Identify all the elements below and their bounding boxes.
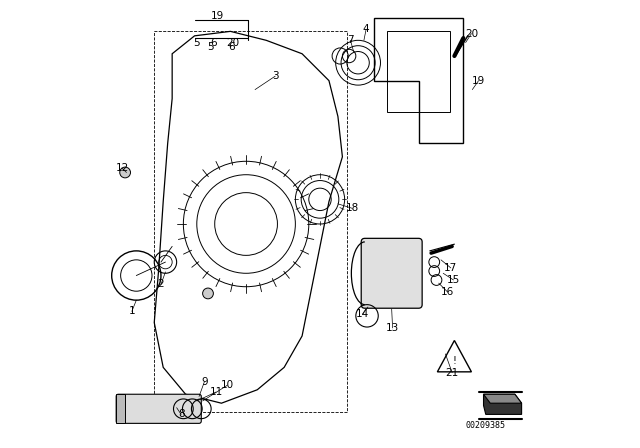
Text: 13: 13 bbox=[386, 323, 399, 333]
Text: 10: 10 bbox=[221, 380, 234, 390]
Polygon shape bbox=[484, 394, 522, 414]
Text: 21: 21 bbox=[445, 368, 459, 378]
Text: !: ! bbox=[452, 356, 456, 366]
Text: 11: 11 bbox=[209, 387, 223, 397]
FancyBboxPatch shape bbox=[116, 394, 202, 423]
Text: 17: 17 bbox=[444, 263, 458, 273]
Text: 7: 7 bbox=[347, 35, 354, 45]
Circle shape bbox=[203, 288, 213, 299]
Bar bbox=[116, 394, 125, 423]
Text: 6: 6 bbox=[210, 38, 217, 47]
Text: 00209385: 00209385 bbox=[466, 421, 506, 430]
Text: 9: 9 bbox=[201, 377, 208, 387]
Text: 15: 15 bbox=[447, 275, 460, 285]
Text: 8: 8 bbox=[178, 409, 184, 419]
Text: 20: 20 bbox=[226, 38, 239, 47]
Text: 19: 19 bbox=[211, 11, 223, 21]
Text: 5: 5 bbox=[207, 42, 214, 52]
FancyBboxPatch shape bbox=[361, 238, 422, 308]
Text: 14: 14 bbox=[356, 310, 369, 319]
Polygon shape bbox=[484, 394, 522, 403]
Text: 5: 5 bbox=[193, 38, 200, 47]
Text: 12: 12 bbox=[115, 163, 129, 173]
Text: 6: 6 bbox=[228, 42, 235, 52]
Text: 4: 4 bbox=[363, 24, 369, 34]
Text: 19: 19 bbox=[472, 76, 485, 86]
Text: 3: 3 bbox=[272, 71, 278, 81]
Text: 1: 1 bbox=[129, 306, 135, 316]
Circle shape bbox=[120, 167, 131, 178]
Text: 2: 2 bbox=[157, 280, 164, 289]
Text: 18: 18 bbox=[346, 203, 359, 213]
Text: 16: 16 bbox=[441, 287, 454, 297]
Bar bbox=[387, 31, 450, 112]
Text: 20: 20 bbox=[465, 29, 478, 39]
